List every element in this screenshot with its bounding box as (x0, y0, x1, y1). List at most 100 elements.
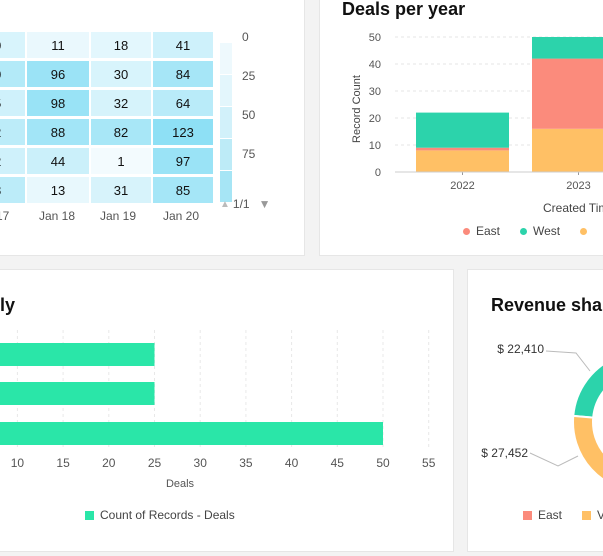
heatmap-x-label: Jan 18 (38, 209, 76, 223)
heatmap-cell[interactable]: 123 (153, 119, 213, 145)
x-tick-label: 2022 (450, 180, 474, 192)
x-tick-label: 30 (194, 456, 208, 470)
monthly-title: ly (0, 295, 16, 315)
heatmap-x-label: Jan 20 (162, 209, 200, 223)
y-tick-label: 10 (369, 140, 381, 152)
x-axis-label: Created Tim (543, 201, 603, 215)
x-tick-label: 35 (239, 456, 253, 470)
legend-east[interactable]: East (463, 224, 500, 238)
heatmap-cell[interactable]: 5 (0, 90, 25, 116)
revenue-legend-second-label: V (597, 508, 603, 522)
heatmap-cell[interactable]: 97 (153, 148, 213, 174)
scale-block (220, 75, 232, 106)
revenue-legend-second-swatch (582, 510, 592, 520)
y-axis-label: Record Count (351, 75, 363, 143)
bar-segment (416, 112, 509, 148)
heatmap-cell[interactable]: 41 (153, 32, 213, 58)
heatmap-cell[interactable]: 82 (91, 119, 151, 145)
legend-west-label: West (533, 224, 561, 238)
monthly-card: ly 10 15 20 25 30 35 40 45 50 55 Deals Count of Re… (0, 269, 454, 552)
heatmap-cell[interactable]: 96 (27, 61, 89, 87)
revenue-legend-east-label: East (538, 508, 563, 522)
heatmap-cell[interactable]: 18 (91, 32, 151, 58)
heatmap-cell[interactable]: 32 (91, 90, 151, 116)
leader-line (545, 350, 591, 372)
scale-label: 0 (242, 30, 249, 44)
pager-text: 1/1 (232, 197, 250, 211)
monthly-chart: 10 15 20 25 30 35 40 45 50 55 Deals (0, 330, 436, 490)
pager-up-icon[interactable]: ▲ (220, 198, 230, 210)
bar (0, 343, 155, 366)
pager-down-icon[interactable]: ▼ (258, 197, 271, 211)
legend-third[interactable] (580, 227, 588, 235)
heatmap-cell[interactable]: 8 (0, 177, 25, 203)
heatmap-cell[interactable]: 1 (91, 148, 151, 174)
revenue-legend-east-swatch (523, 510, 532, 520)
bar-segment (532, 37, 603, 59)
heatmap-pager: ▲ 1/1 ▼ (220, 197, 270, 211)
heatmap-cell[interactable]: 88 (27, 119, 89, 145)
revenue-legend-east[interactable]: East (523, 508, 562, 522)
monthly-legend-swatch (85, 510, 94, 520)
heatmap-cell[interactable]: 31 (91, 177, 151, 203)
deals-legend: East West (463, 224, 588, 238)
heatmap-cell[interactable]: 2 (0, 119, 25, 145)
heatmap-cell[interactable]: 64 (153, 90, 213, 116)
heatmap-cell[interactable]: 11 (27, 32, 89, 58)
heatmap-cell[interactable]: 44 (27, 148, 89, 174)
bar-segment (416, 147, 509, 151)
heatmap-cell[interactable]: 2 (0, 148, 25, 174)
scale-label: 50 (242, 108, 256, 122)
heatmap-cell[interactable]: 98 (27, 90, 89, 116)
heatmap-cell[interactable]: 84 (153, 61, 213, 87)
scale-block (220, 171, 232, 202)
x-tick-label: 25 (148, 456, 162, 470)
x-tick-label: 15 (56, 456, 70, 470)
bar (0, 382, 155, 405)
leader-line (529, 452, 579, 467)
x-tick-label: 10 (11, 456, 25, 470)
heatmap-cell[interactable]: 13 (27, 177, 89, 203)
donut-slice (572, 414, 603, 481)
legend-east-swatch (463, 227, 470, 235)
deals-chart: 0 10 20 30 40 50 Record Count 2022 2023 Created T… (351, 32, 603, 215)
legend-east-label: East (476, 224, 501, 238)
heatmap-card: 0111841096308459832642888212324419781331… (0, 0, 305, 256)
deals-card: Deals per year 0 10 20 30 40 50 Record Count 20… (319, 0, 603, 256)
y-tick-label: 40 (369, 59, 381, 71)
heatmap-cell[interactable]: 0 (0, 32, 25, 58)
revenue-donut-chart: $ 22,410 $ 27,452 (481, 342, 603, 481)
heatmap-x-label: Jan 19 (99, 209, 137, 223)
y-tick-label: 20 (369, 113, 381, 125)
revenue-title: Revenue share (491, 295, 603, 315)
deals-title: Deals per year (342, 0, 466, 19)
x-tick-label: 2023 (566, 180, 590, 192)
x-axis-label: Deals (166, 478, 195, 490)
revenue-legend-second[interactable]: V (582, 508, 603, 522)
y-tick-label: 0 (375, 167, 381, 179)
monthly-legend[interactable]: Count of Records - Deals (85, 508, 235, 522)
scale-block (220, 43, 232, 74)
legend-third-swatch (580, 227, 588, 235)
heatmap-x-label: 17 (0, 209, 10, 223)
x-tick-label: 55 (422, 456, 436, 470)
legend-west[interactable]: West (520, 224, 560, 238)
slice-label: $ 27,452 (481, 446, 528, 460)
x-tick-label: 50 (376, 456, 390, 470)
monthly-legend-label: Count of Records - Deals (100, 508, 235, 522)
bar (0, 422, 383, 445)
y-tick-label: 30 (369, 86, 381, 98)
donut-slice (572, 363, 603, 419)
slice-label: $ 22,410 (497, 342, 544, 356)
heatmap-cell[interactable]: 30 (91, 61, 151, 87)
x-tick-label: 45 (331, 456, 345, 470)
x-tick-label: 20 (102, 456, 116, 470)
bar-segment (532, 128, 603, 172)
heatmap-cell[interactable]: 85 (153, 177, 213, 203)
scale-label: 25 (242, 69, 256, 83)
revenue-card: Revenue share $ 22,410 $ 27,452 East V (467, 269, 603, 552)
y-tick-label: 50 (369, 32, 381, 44)
bar-segment (416, 150, 509, 172)
bar-segment (532, 58, 603, 129)
heatmap-cell[interactable]: 0 (0, 61, 25, 87)
